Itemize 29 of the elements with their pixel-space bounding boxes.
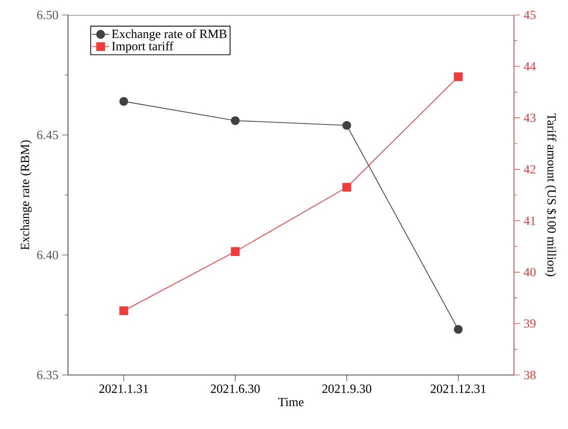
y2-tick-label: 44: [524, 62, 536, 71]
y-tick-label: 6.35: [37, 370, 58, 380]
point: [342, 121, 352, 130]
point: [230, 247, 240, 256]
y2-tick-label: 41: [524, 216, 536, 225]
y2-tick-label: 38: [524, 370, 536, 380]
x-tick-label: 2021.6.30: [210, 384, 260, 394]
point: [119, 97, 128, 106]
y2-tick-label: 42: [524, 165, 536, 174]
y2-axis-title: Tariff amount (US $100 million): [544, 113, 557, 276]
y-tick-label: 6.50: [37, 10, 58, 20]
y-axis-title: Exchange rate (RBM): [20, 140, 32, 250]
point: [454, 72, 463, 82]
y-tick-label: 6.45: [37, 130, 58, 140]
x-tick-label: 2021.12.31: [430, 384, 486, 394]
y-tick-label: 6.40: [37, 250, 58, 260]
y2-tick-label: 40: [524, 268, 536, 276]
point: [119, 306, 128, 316]
x-axis-title: Time: [278, 398, 304, 406]
x-tick-label: 2021.1.31: [99, 384, 148, 394]
y2-tick-label: 39: [524, 319, 536, 328]
legend-label: Import tariff: [112, 41, 174, 53]
y2-tick-label: 45: [524, 10, 536, 20]
point: [230, 116, 240, 125]
point: [342, 182, 352, 192]
y2-tick-label: 43: [524, 114, 536, 122]
x-tick-label: 2021.9.30: [322, 384, 372, 394]
legend-label: Exchange rate of RMB: [112, 29, 226, 41]
point: [454, 325, 463, 334]
